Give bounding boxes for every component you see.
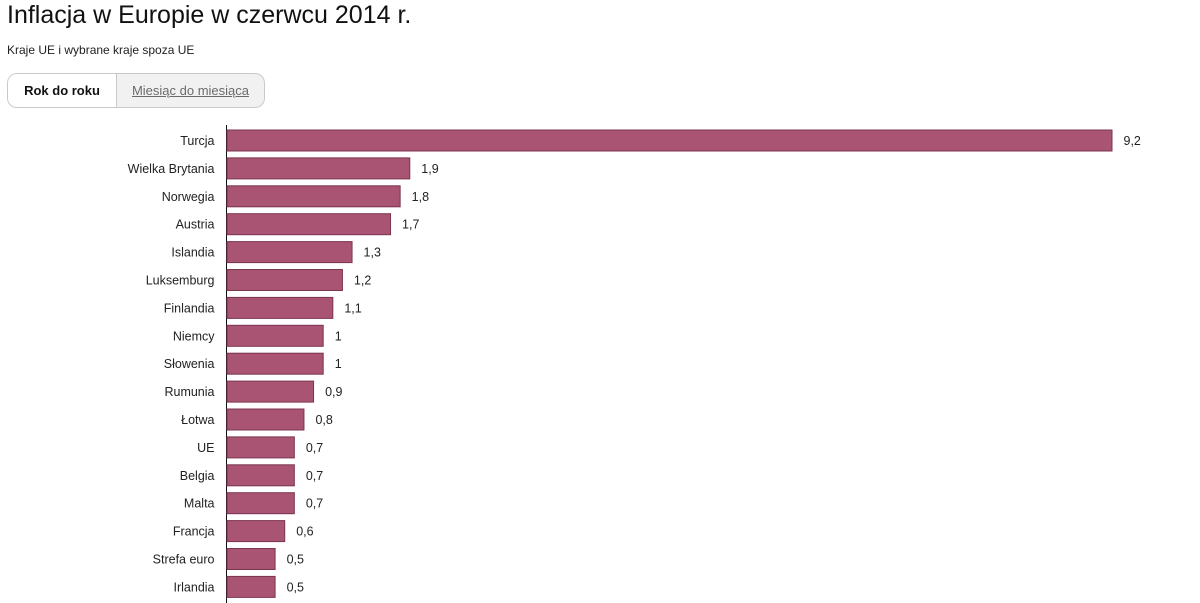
chart-subtitle: Kraje UE i wybrane kraje spoza UE xyxy=(7,43,195,57)
bar[interactable] xyxy=(226,380,315,403)
category-label: Malta xyxy=(184,497,215,511)
bar[interactable] xyxy=(226,548,276,570)
category-label: Niemcy xyxy=(173,329,215,343)
value-label: 0,9 xyxy=(325,385,342,399)
value-label: 1,1 xyxy=(344,301,361,315)
bar[interactable] xyxy=(226,157,411,180)
chart-title: Inflacja w Europie w czerwcu 2014 r. xyxy=(7,1,412,29)
category-label: Finlandia xyxy=(164,301,215,315)
category-label: Wielka Brytania xyxy=(128,162,215,176)
value-label: 0,5 xyxy=(287,580,304,594)
category-label: Austria xyxy=(176,218,215,232)
bar[interactable] xyxy=(226,408,305,431)
bar[interactable] xyxy=(226,296,334,319)
bar[interactable] xyxy=(226,269,343,291)
value-label: 0,7 xyxy=(306,469,323,483)
value-label: 0,7 xyxy=(306,441,323,455)
bar[interactable] xyxy=(226,352,324,375)
category-label: Strefa euro xyxy=(153,553,215,567)
value-label: 0,6 xyxy=(296,525,313,539)
bar[interactable] xyxy=(226,520,286,543)
bar[interactable] xyxy=(226,436,295,459)
category-label: Islandia xyxy=(171,246,214,260)
value-label: 1,3 xyxy=(364,246,381,260)
bar[interactable] xyxy=(226,575,276,598)
category-label: Słowenia xyxy=(164,357,215,371)
value-label: 1,2 xyxy=(354,274,371,288)
period-toggle: Rok do roku Miesiąc do miesiąca xyxy=(7,73,265,108)
value-label: 0,5 xyxy=(287,553,304,567)
category-label: Rumunia xyxy=(164,385,214,399)
bar[interactable] xyxy=(226,324,324,347)
bar[interactable] xyxy=(226,492,295,515)
tab-year-over-year[interactable]: Rok do roku xyxy=(8,74,117,107)
category-label: Turcja xyxy=(180,134,214,148)
bar[interactable] xyxy=(226,213,392,236)
tab-month-over-month[interactable]: Miesiąc do miesiąca xyxy=(131,83,250,98)
bar[interactable] xyxy=(226,241,353,264)
value-label: 1,8 xyxy=(412,190,429,204)
value-label: 1,7 xyxy=(402,218,419,232)
category-label: Norwegia xyxy=(162,190,215,204)
value-label: 1 xyxy=(335,357,342,371)
bar[interactable] xyxy=(226,464,295,487)
category-label: Łotwa xyxy=(181,413,214,427)
value-label: 1,9 xyxy=(421,162,438,176)
value-label: 0,8 xyxy=(315,413,332,427)
category-label: Francja xyxy=(173,525,215,539)
category-label: Irlandia xyxy=(174,580,215,594)
bar[interactable] xyxy=(226,185,401,208)
value-label: 9,2 xyxy=(1124,134,1141,148)
category-label: Belgia xyxy=(180,469,215,483)
value-label: 0,7 xyxy=(306,497,323,511)
category-label: UE xyxy=(197,441,214,455)
bar[interactable] xyxy=(226,129,1113,152)
category-label: Luksemburg xyxy=(146,274,215,288)
value-label: 1 xyxy=(335,329,342,343)
